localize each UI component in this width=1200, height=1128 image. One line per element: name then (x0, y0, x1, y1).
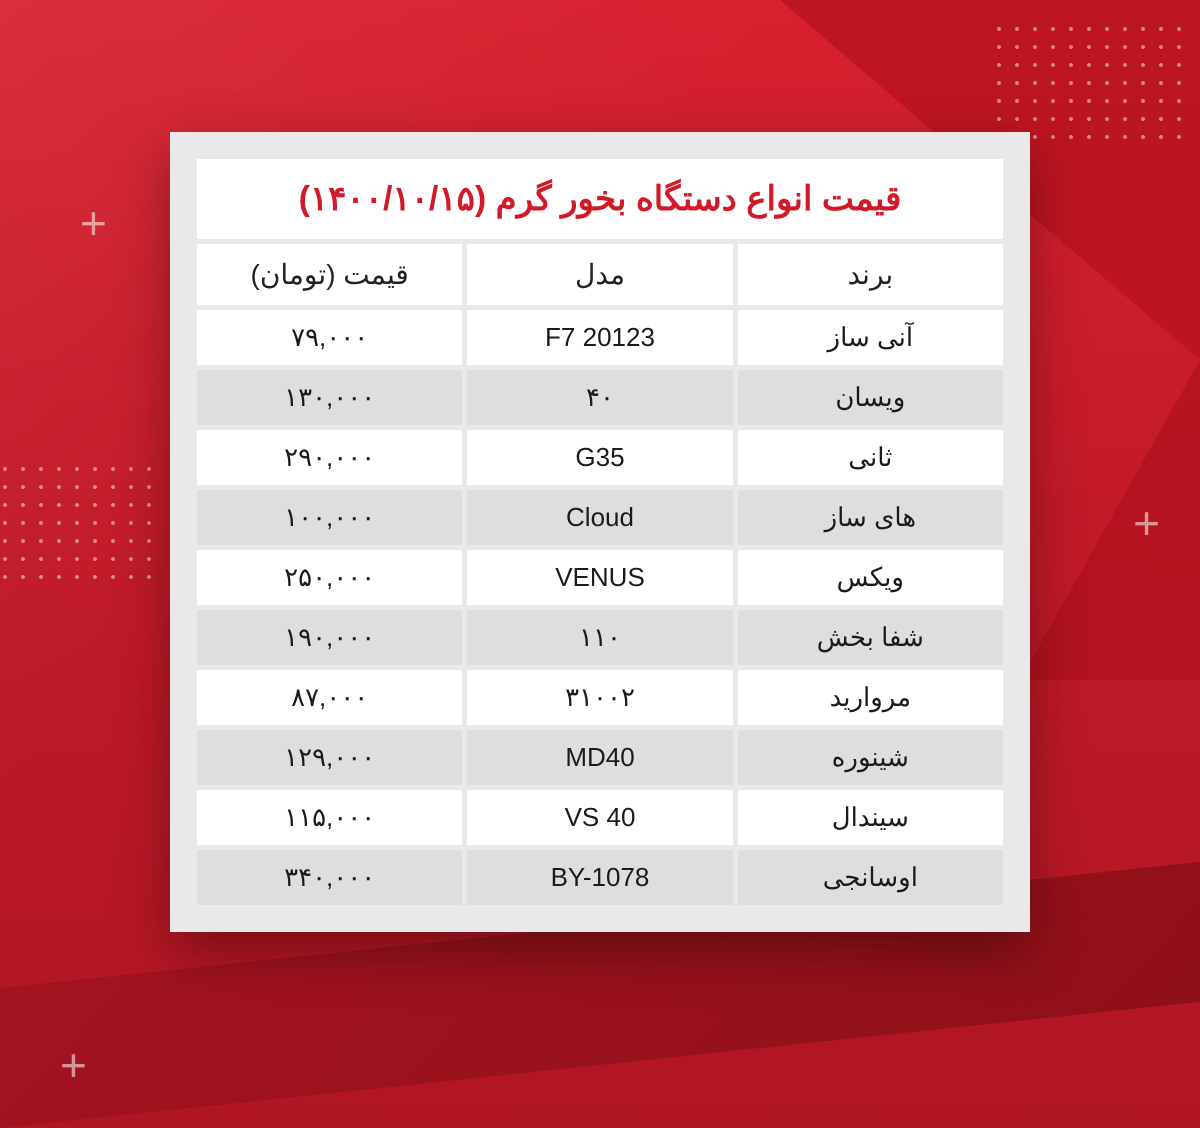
bg-triangle-mid (1020, 360, 1200, 680)
cell-model: ۱۱۰ (465, 608, 735, 668)
table-row: ۱۲۹,۰۰۰ MD40 شینوره (195, 728, 1006, 788)
table-row: ۲۹۰,۰۰۰ G35 ثانی (195, 428, 1006, 488)
cell-price: ۲۵۰,۰۰۰ (195, 548, 465, 608)
cell-price: ۱۹۰,۰۰۰ (195, 608, 465, 668)
bg-plus-icon: + (1133, 500, 1160, 546)
cell-model: VENUS (465, 548, 735, 608)
cell-price: ۱۱۵,۰۰۰ (195, 788, 465, 848)
cell-price: ۲۹۰,۰۰۰ (195, 428, 465, 488)
cell-brand: آنی ساز (735, 308, 1005, 368)
cell-model: Cloud (465, 488, 735, 548)
cell-model: ۳۱۰۰۲ (465, 668, 735, 728)
price-card: قیمت انواع دستگاه بخور گرم (۱۴۰۰/۱۰/۱۵) … (170, 132, 1030, 932)
cell-brand: های ساز (735, 488, 1005, 548)
col-header-brand: برند (735, 242, 1005, 308)
cell-brand: سیندال (735, 788, 1005, 848)
cell-model: ۴۰ (465, 368, 735, 428)
price-table: قیمت انواع دستگاه بخور گرم (۱۴۰۰/۱۰/۱۵) … (192, 154, 1008, 910)
cell-model: G35 (465, 428, 735, 488)
table-row: ۱۹۰,۰۰۰ ۱۱۰ شفا بخش (195, 608, 1006, 668)
cell-model: BY-1078 (465, 848, 735, 908)
cell-brand: ویسان (735, 368, 1005, 428)
bg-plus-icon: + (60, 1042, 87, 1088)
cell-model: VS 40 (465, 788, 735, 848)
table-row: ۱۳۰,۰۰۰ ۴۰ ویسان (195, 368, 1006, 428)
table-row: ۱۰۰,۰۰۰ Cloud های ساز (195, 488, 1006, 548)
cell-model: F7 20123 (465, 308, 735, 368)
table-row: ۱۱۵,۰۰۰ VS 40 سیندال (195, 788, 1006, 848)
cell-price: ۸۷,۰۰۰ (195, 668, 465, 728)
bg-dots-mid-left (0, 460, 160, 580)
cell-price: ۷۹,۰۰۰ (195, 308, 465, 368)
col-header-model: مدل (465, 242, 735, 308)
cell-price: ۱۲۹,۰۰۰ (195, 728, 465, 788)
cell-price: ۳۴۰,۰۰۰ (195, 848, 465, 908)
cell-model: MD40 (465, 728, 735, 788)
col-header-price: قیمت (تومان) (195, 242, 465, 308)
cell-price: ۱۰۰,۰۰۰ (195, 488, 465, 548)
bg-plus-icon: + (80, 200, 107, 246)
table-header-row: قیمت (تومان) مدل برند (195, 242, 1006, 308)
cell-brand: شفا بخش (735, 608, 1005, 668)
bg-dots-top-right (990, 20, 1190, 140)
cell-brand: ثانی (735, 428, 1005, 488)
cell-brand: اوسانجی (735, 848, 1005, 908)
cell-brand: مروارید (735, 668, 1005, 728)
table-row: ۲۵۰,۰۰۰ VENUS ویکس (195, 548, 1006, 608)
table-title: قیمت انواع دستگاه بخور گرم (۱۴۰۰/۱۰/۱۵) (195, 157, 1006, 242)
table-row: ۳۴۰,۰۰۰ BY-1078 اوسانجی (195, 848, 1006, 908)
cell-price: ۱۳۰,۰۰۰ (195, 368, 465, 428)
cell-brand: شینوره (735, 728, 1005, 788)
cell-brand: ویکس (735, 548, 1005, 608)
table-row: ۸۷,۰۰۰ ۳۱۰۰۲ مروارید (195, 668, 1006, 728)
table-row: ۷۹,۰۰۰ F7 20123 آنی ساز (195, 308, 1006, 368)
